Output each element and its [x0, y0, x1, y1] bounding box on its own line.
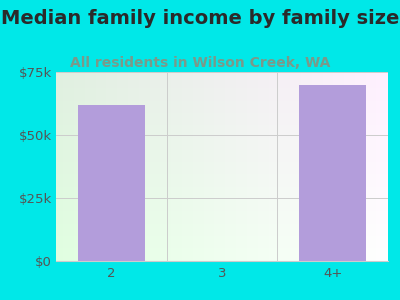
Text: All residents in Wilson Creek, WA: All residents in Wilson Creek, WA [70, 56, 330, 70]
Bar [78, 105, 144, 261]
Bar [300, 85, 366, 261]
Text: Median family income by family size: Median family income by family size [1, 9, 399, 28]
